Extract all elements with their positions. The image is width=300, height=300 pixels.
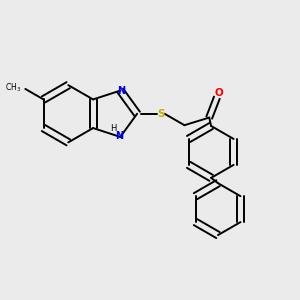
Text: S: S: [157, 109, 164, 119]
Text: O: O: [214, 88, 223, 98]
Text: H: H: [110, 124, 117, 133]
Text: N: N: [117, 86, 125, 96]
Text: N: N: [116, 131, 124, 141]
Text: CH$_3$: CH$_3$: [4, 81, 21, 94]
